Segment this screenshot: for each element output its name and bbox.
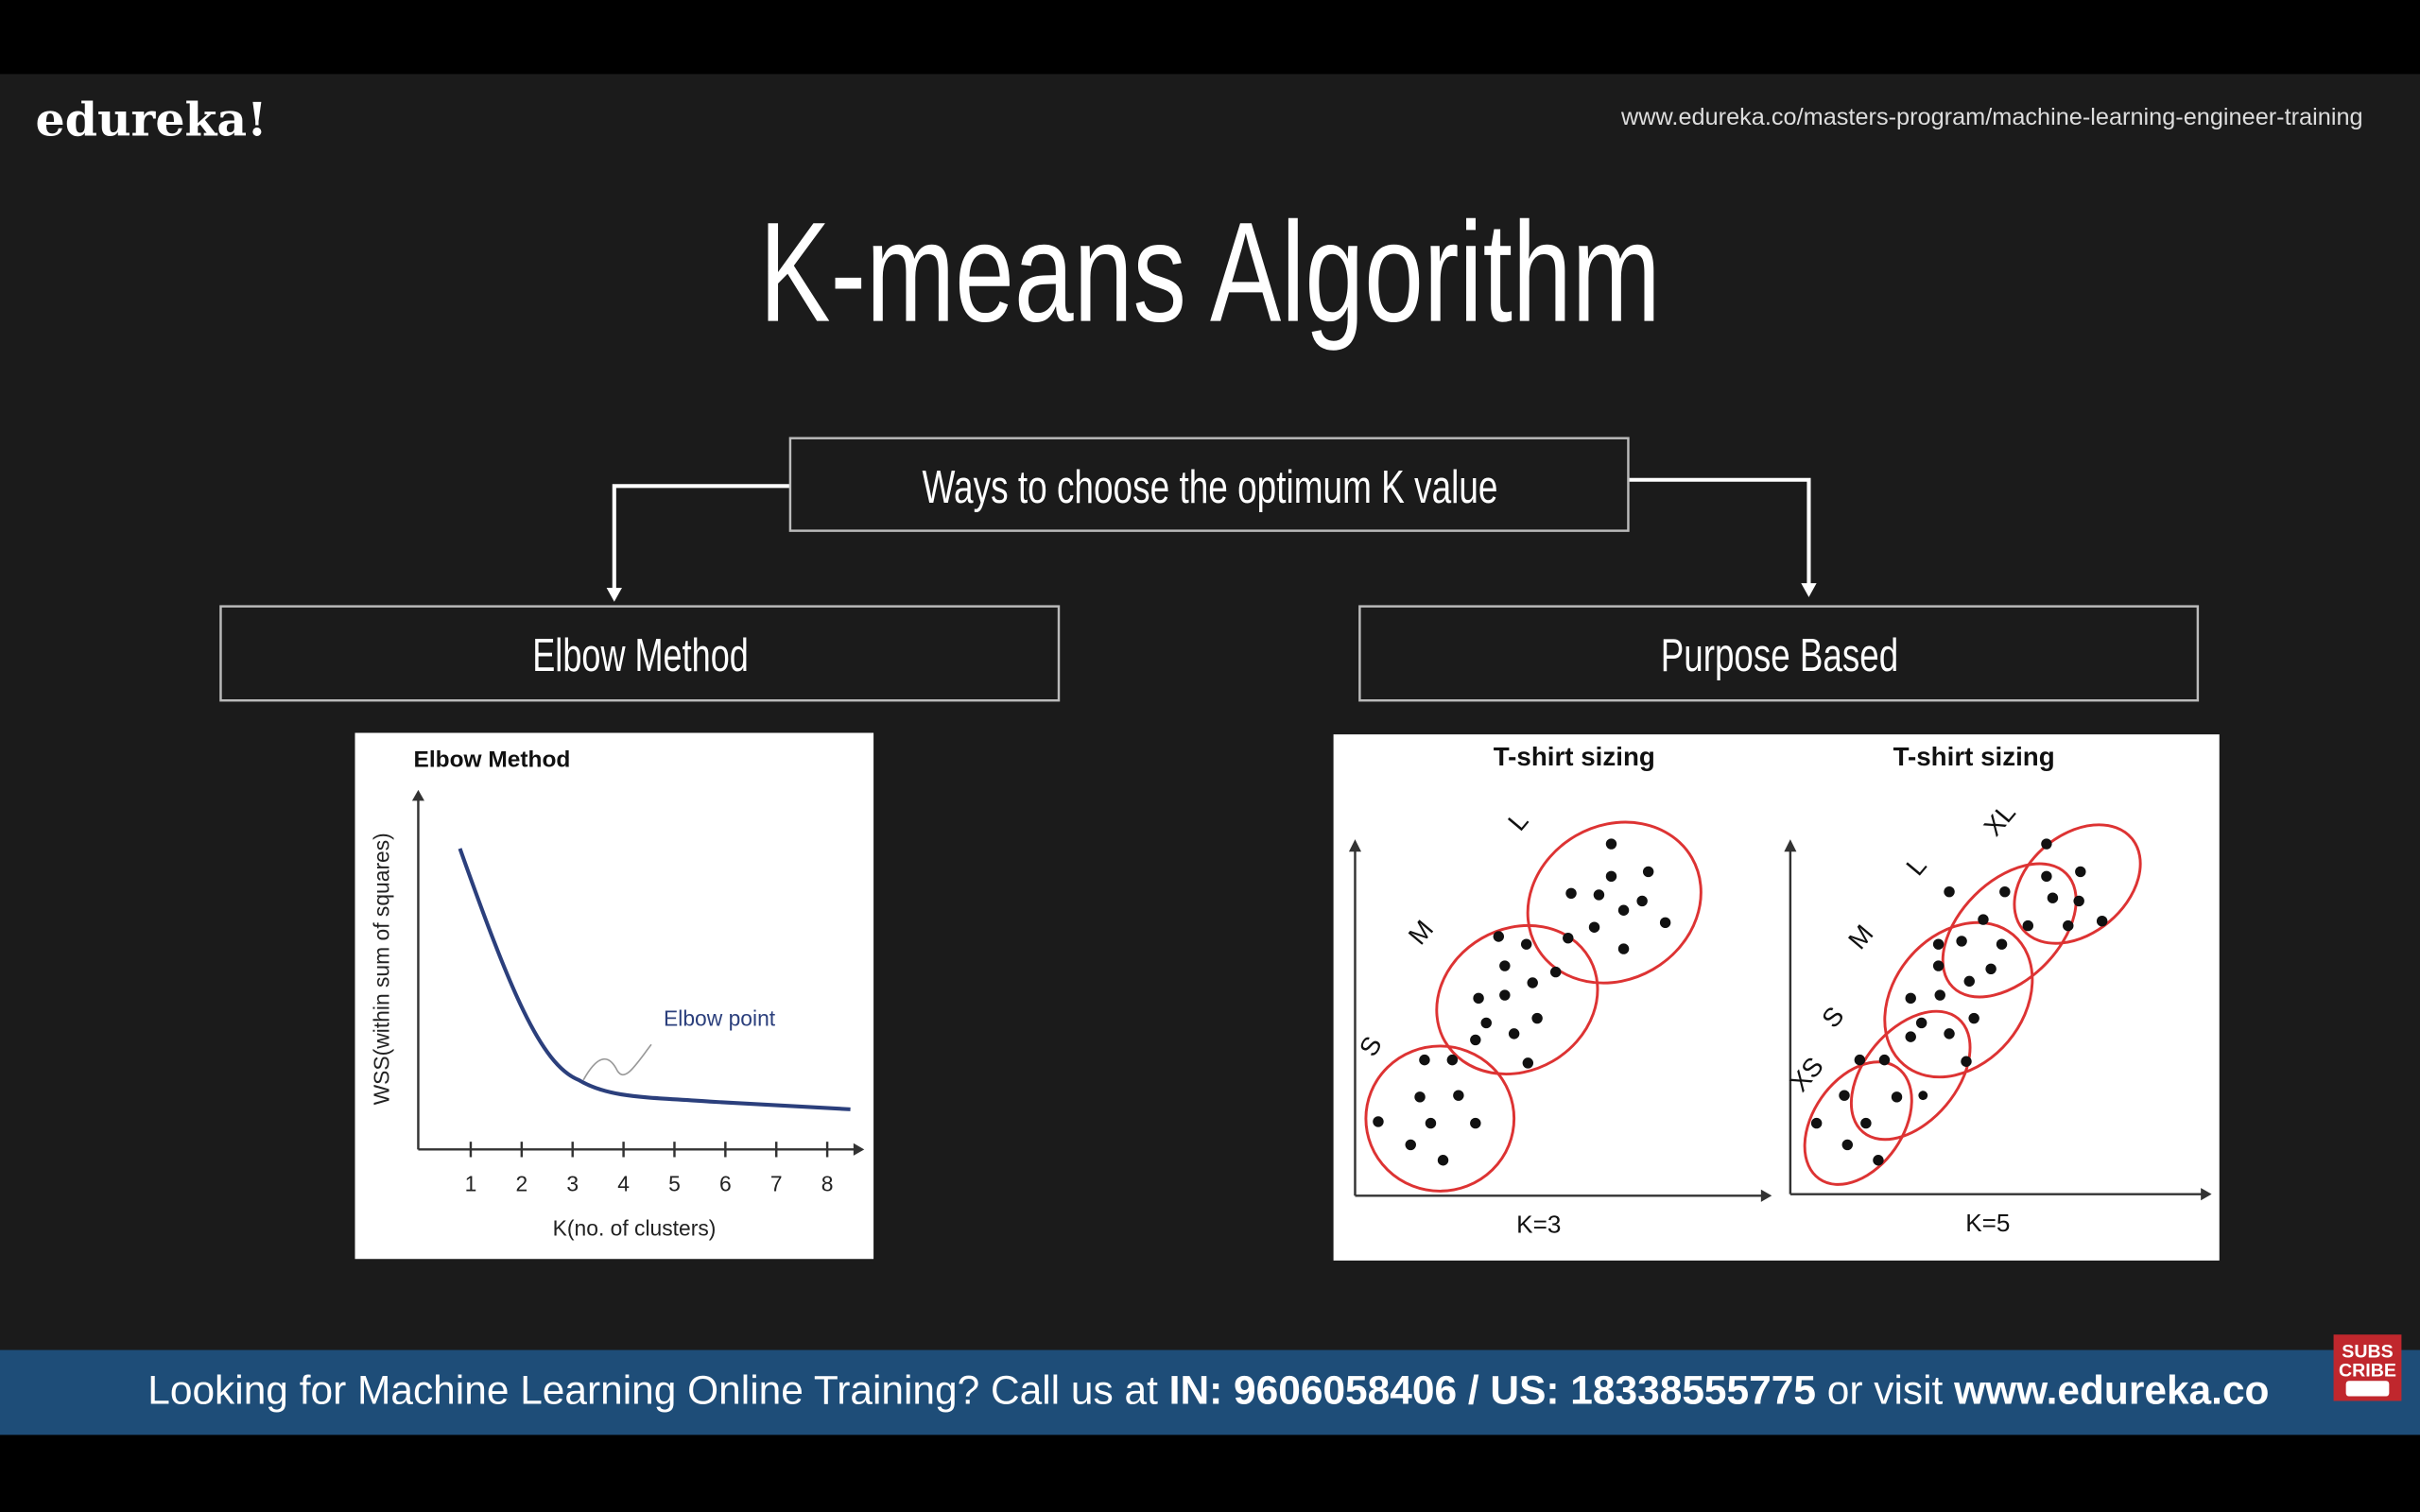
annotation: Elbow point [664, 1006, 776, 1031]
banner-text-part: or visit [1816, 1368, 1954, 1413]
branch-box [1358, 605, 2200, 702]
y-axis-label: WSS(within sum of squares) [369, 833, 393, 1105]
arrow-head [1801, 583, 1817, 597]
branch-label: Elbow Method [532, 630, 749, 681]
x-tick-label: 8 [821, 1171, 834, 1195]
banner-phones: IN: 9606058406 / US: 18338555775 [1169, 1368, 1816, 1413]
x-tick-label: 5 [668, 1171, 681, 1195]
banner-text: Looking for Machine Learning Online Trai… [147, 1368, 2269, 1413]
slide-title: K-means Algorithm [759, 193, 1660, 352]
x-tick-label: 2 [515, 1171, 527, 1195]
elbow-figure: Elbow Method WSS(within sum of squares) … [354, 732, 874, 1260]
pointer [582, 1043, 652, 1081]
axes [1354, 845, 2207, 1197]
data-dots [1373, 838, 2108, 1166]
badge-text: SUBS [2342, 1342, 2393, 1363]
banner-text-part: Looking for Machine Learning Online Trai… [147, 1368, 1168, 1413]
root-label: Ways to choose the optimum K value [923, 462, 1498, 513]
k-label: K=3 [1516, 1210, 1561, 1238]
root-box [788, 437, 1630, 532]
arrow-head [853, 1143, 865, 1156]
elbow-curve [458, 848, 851, 1111]
badge-icon [2345, 1381, 2390, 1397]
x-tick-label: 1 [465, 1171, 477, 1195]
branch-label: Purpose Based [1661, 630, 1898, 681]
x-tick-label: 3 [566, 1171, 579, 1195]
banner-site: www.edureka.co [1953, 1368, 2269, 1413]
arrow-heads [1348, 839, 2212, 1202]
logo: edureka! [36, 93, 268, 147]
panel-title: T-shirt sizing [1893, 742, 2055, 771]
figure-title: Elbow Method [414, 747, 571, 772]
figure-bg [1333, 734, 2220, 1261]
purpose-figure: T-shirt sizing T-shirt sizing K=3 K=5 SM… [1333, 734, 2220, 1261]
figure-bg [354, 732, 874, 1260]
x-tick-label: 7 [770, 1171, 783, 1195]
arrow-head [411, 789, 424, 801]
branch-box [219, 605, 1061, 702]
badge-text: CRIBE [2339, 1360, 2396, 1381]
x-tick-label: 6 [719, 1171, 732, 1195]
x-axis-label: K(no. of clusters) [553, 1216, 717, 1241]
url: www.edureka.co/masters-program/machine-l… [1620, 104, 2363, 130]
connectors [612, 477, 1811, 592]
banner [0, 1349, 2420, 1435]
arrow-head [606, 588, 622, 602]
k-label: K=5 [1965, 1209, 2010, 1237]
cluster-ellipses [1364, 820, 2142, 1193]
x-tick-label: 4 [617, 1171, 630, 1195]
axes [417, 794, 860, 1151]
panel-title: T-shirt sizing [1494, 742, 1655, 771]
